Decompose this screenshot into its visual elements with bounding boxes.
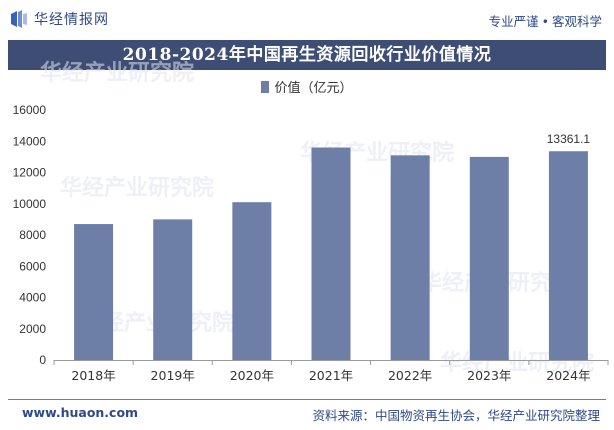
x-tick-label: 2022年: [388, 368, 432, 383]
y-tick-label: 8000: [19, 228, 46, 242]
x-tick-label: 2018年: [71, 368, 115, 383]
footer-divider: [8, 399, 606, 400]
slogan: 专业严谨 • 客观科学: [489, 11, 602, 30]
x-tick-label: 2019年: [151, 368, 195, 383]
legend-label: 价值（亿元）: [274, 81, 353, 96]
y-tick-label: 0: [39, 353, 46, 367]
huajing-logo-icon: [10, 10, 28, 28]
slogan-separator: •: [541, 14, 549, 29]
y-tick-label: 6000: [19, 259, 46, 273]
bar-2018年: [74, 224, 114, 360]
watermark: 华经产业研究院: [60, 175, 214, 201]
x-tick-label: 2021年: [309, 368, 353, 383]
bar-chart: 华经产业研究院华经产业研究院华经产业研究院华经产业研究院华经产业研究院华经产业研…: [13, 60, 609, 383]
y-tick-label: 2000: [19, 322, 46, 336]
bar-2021年: [311, 147, 351, 360]
bar-2024年: [548, 151, 588, 360]
top-bar: 华经情报网 专业严谨 • 客观科学: [0, 0, 614, 40]
watermark: 华经产业研究院: [40, 60, 194, 86]
chart-legend: 价值（亿元）: [0, 77, 614, 96]
bar-2020年: [232, 202, 272, 360]
footer-source: 资料来源：中国物资再生协会，华经产业研究院整理: [312, 408, 600, 423]
bar-2019年: [153, 219, 193, 360]
x-tick-label: 2020年: [230, 368, 274, 383]
brand-name: 华经情报网: [34, 12, 109, 28]
y-tick-label: 4000: [19, 291, 46, 305]
y-tick-label: 16000: [13, 103, 47, 117]
x-tick-label: 2023年: [467, 368, 511, 383]
brand: 华经情报网: [10, 9, 109, 29]
slogan-right: 客观科学: [551, 14, 602, 29]
bar-2022年: [390, 155, 430, 360]
axis-layer: 0 2000 4000 6000 8000 10000 12000 14000 16000: [13, 103, 609, 367]
labels-layer: 2018年 2019年 2020年 2021年 2022年 2023年 2024年 13361…: [71, 132, 590, 383]
legend-swatch: [261, 81, 270, 93]
y-tick-label: 10000: [13, 197, 47, 211]
bars-layer: [74, 147, 588, 360]
footer-url[interactable]: www.huaon.com: [22, 405, 139, 420]
y-tick-label: 14000: [13, 134, 47, 148]
data-label: 13361.1: [547, 132, 591, 146]
chart-title: 2018-2024年中国再生资源回收行业价值情况: [8, 40, 606, 70]
bar-2023年: [469, 156, 509, 360]
y-tick-label: 12000: [13, 166, 47, 180]
slogan-left: 专业严谨: [488, 14, 539, 29]
x-tick-label: 2024年: [546, 368, 590, 383]
